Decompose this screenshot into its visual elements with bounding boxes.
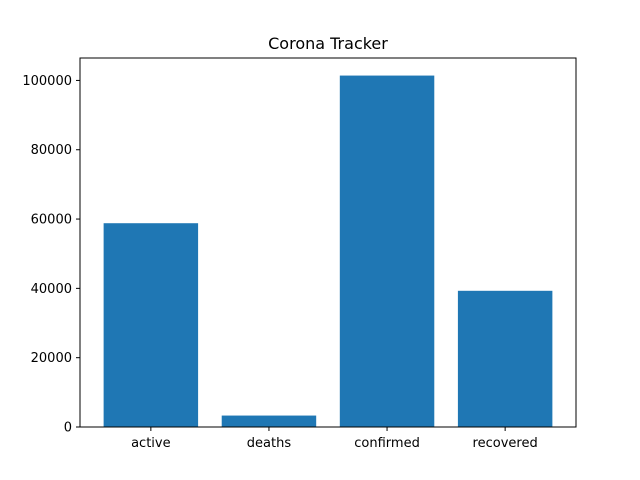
- y-tick-label: 100000: [22, 74, 72, 89]
- x-axis: active deaths confirmed recovered: [131, 427, 538, 451]
- y-tick-label: 40000: [31, 282, 72, 297]
- bars-group: [103, 75, 553, 427]
- x-tick-label: active: [131, 436, 171, 451]
- bar-active: [103, 223, 199, 427]
- bar-confirmed: [339, 75, 435, 427]
- bar-recovered: [457, 290, 553, 427]
- y-tick-label: 0: [64, 421, 72, 436]
- y-tick-label: 20000: [31, 351, 72, 366]
- plot-area-frame: [79, 57, 577, 428]
- x-tick-label: deaths: [247, 436, 292, 451]
- y-axis: 0 20000 40000 60000 80000 100000: [22, 74, 80, 436]
- chart-title: Corona Tracker: [268, 34, 388, 53]
- x-tick-label: recovered: [473, 436, 538, 451]
- bar-deaths: [221, 415, 317, 427]
- y-tick-label: 60000: [31, 213, 72, 228]
- y-tick-label: 80000: [31, 143, 72, 158]
- x-tick-label: confirmed: [354, 436, 420, 451]
